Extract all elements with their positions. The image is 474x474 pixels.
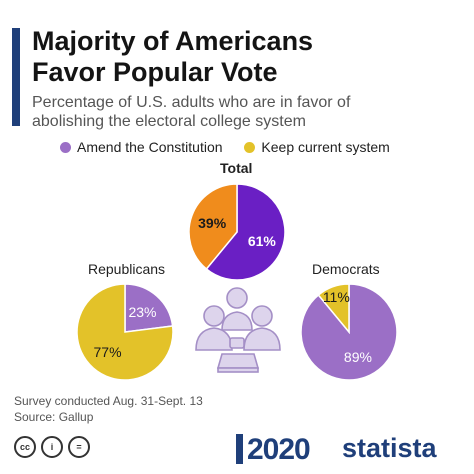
source-note: Source: Gallup (14, 410, 94, 424)
pie-label-democrats-keep: 11% (323, 289, 350, 305)
legend-swatch-keep (244, 141, 256, 153)
title-accent-bar (12, 28, 20, 126)
creative-commons-icon[interactable]: cc (14, 436, 36, 458)
pie-slice-democrats-keep (317, 283, 350, 335)
legend-item-keep: Keep current system (244, 139, 390, 155)
pie-label-republicans-keep: 77% (94, 344, 122, 360)
statista-logo[interactable]: statista (342, 433, 437, 463)
license-icons: cc i = (14, 436, 90, 458)
legend: Amend the Constitution Keep current syst… (60, 139, 408, 156)
election-year-badge: 2020 (247, 433, 311, 466)
attribution-icon[interactable]: i (41, 436, 63, 458)
pie-label-democrats-amend: 89% (344, 349, 372, 365)
pie-slice-total-keep (188, 183, 238, 271)
badge-accent-bar (236, 434, 243, 464)
pie-title-republicans: Republicans (88, 261, 166, 277)
voters-ballot-box-icon (195, 287, 281, 373)
pie-label-republicans-amend: 23% (128, 304, 156, 320)
pie-label-total-amend: 61% (248, 233, 277, 249)
chart-subtitle: Percentage of U.S. adults who are in fav… (32, 94, 351, 130)
pie-title-total: Total (220, 160, 253, 176)
no-derivatives-icon[interactable]: = (68, 436, 90, 458)
legend-swatch-amend (60, 141, 71, 153)
pie-slice-republicans-keep (76, 283, 174, 381)
survey-note: Survey conducted Aug. 31-Sept. 13 (14, 394, 203, 408)
legend-label-keep: Keep current system (261, 139, 390, 155)
pie-title-democrats: Democrats (312, 261, 380, 277)
pie-slice-republicans-amend (124, 283, 174, 333)
legend-label-amend: Amend the Constitution (77, 139, 223, 155)
pie-label-total-keep: 39% (198, 215, 227, 231)
pie-slice-total-amend (205, 183, 286, 281)
chart-title: Majority of Americans Favor Popular Vote (32, 26, 314, 87)
legend-item-amend: Amend the Constitution (60, 139, 223, 155)
